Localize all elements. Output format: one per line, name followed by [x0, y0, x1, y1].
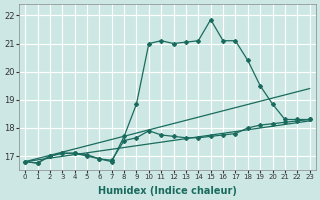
X-axis label: Humidex (Indice chaleur): Humidex (Indice chaleur): [98, 186, 237, 196]
